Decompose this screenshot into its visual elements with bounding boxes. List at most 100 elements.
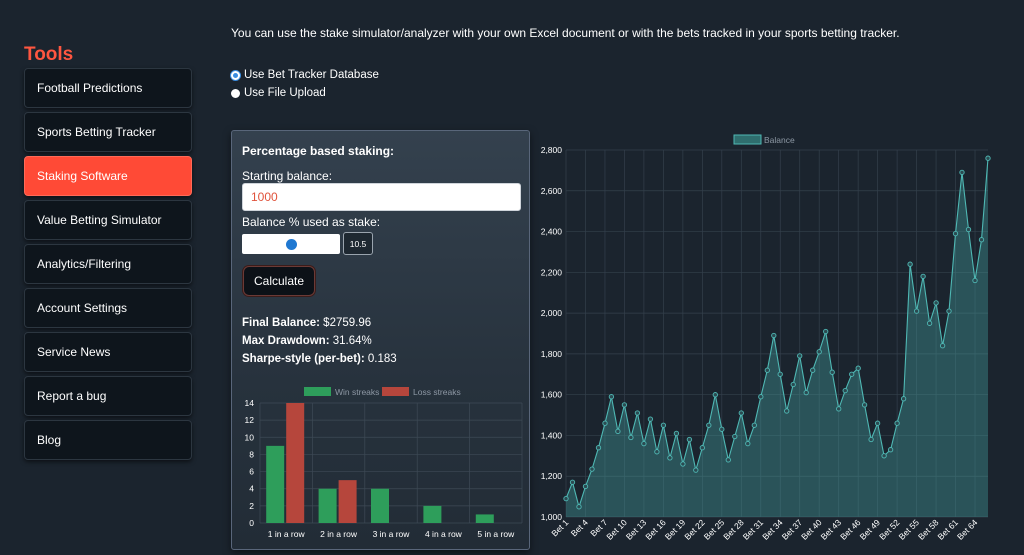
sidebar-item-staking-software[interactable]: Staking Software bbox=[24, 156, 192, 196]
sidebar-item-label: Sports Betting Tracker bbox=[37, 125, 156, 139]
sidebar-item-label: Value Betting Simulator bbox=[37, 213, 162, 227]
y-tick-label: 2,800 bbox=[541, 145, 563, 155]
radio-button-checked[interactable] bbox=[231, 70, 240, 80]
stake-percent-label: Balance % used as stake: bbox=[242, 215, 381, 229]
win-streak-bar bbox=[266, 445, 285, 523]
radio-button[interactable] bbox=[231, 88, 240, 98]
x-tick-label: Bet 4 bbox=[569, 517, 590, 538]
balance-point bbox=[634, 410, 641, 416]
staking-panel: Percentage based staking: Starting balan… bbox=[231, 130, 530, 550]
max-drawdown-stat: Max Drawdown: 31.64% bbox=[242, 335, 372, 347]
balance-point bbox=[712, 392, 718, 398]
sidebar-item-label: Report a bug bbox=[37, 389, 107, 403]
sidebar-item-label: Analytics/Filtering bbox=[37, 257, 132, 271]
calculate-button[interactable]: Calculate bbox=[243, 266, 315, 296]
y-tick-label: 1,800 bbox=[541, 349, 563, 359]
loss-streak-bar bbox=[338, 480, 357, 523]
streak-bar-chart: Win streaks Loss streaks 0 2 4 6 8 10 12 14 1 in a… bbox=[245, 387, 523, 539]
balance-point bbox=[900, 396, 907, 402]
sidebar-item-football-predictions[interactable]: Football Predictions bbox=[24, 68, 192, 108]
balance-point bbox=[693, 467, 699, 473]
x-tick-label: 4 in a row bbox=[425, 529, 463, 539]
legend-label: Loss streaks bbox=[413, 387, 461, 397]
balance-point bbox=[771, 332, 777, 339]
slider-thumb[interactable] bbox=[285, 239, 297, 250]
y-tick-label: 1,200 bbox=[541, 471, 563, 481]
balance-point bbox=[725, 457, 731, 463]
balance-point bbox=[810, 367, 816, 373]
intro-text: You can use the stake simulator/analyzer… bbox=[231, 26, 900, 40]
y-tick-label: 2,000 bbox=[541, 308, 563, 318]
balance-point bbox=[985, 155, 991, 161]
sidebar-item-service-news[interactable]: Service News bbox=[24, 332, 192, 372]
balance-point bbox=[797, 353, 803, 359]
balance-point bbox=[946, 308, 952, 314]
y-tick-label: 0 bbox=[249, 518, 254, 528]
radio-bet-tracker-database[interactable]: Use Bet Tracker Database bbox=[231, 66, 379, 84]
radio-file-upload[interactable]: Use File Upload bbox=[231, 84, 379, 102]
sidebar-item-blog[interactable]: Blog bbox=[24, 420, 192, 460]
y-tick-label: 2 bbox=[249, 501, 254, 511]
sidebar-item-account-settings[interactable]: Account Settings bbox=[24, 288, 192, 328]
max-drawdown-value: 31.64% bbox=[332, 335, 372, 347]
y-tick-label: 1,600 bbox=[541, 390, 563, 400]
sidebar-item-analytics-filtering[interactable]: Analytics/Filtering bbox=[24, 244, 192, 284]
panel-heading: Percentage based staking: bbox=[242, 144, 395, 158]
balance-point bbox=[952, 230, 959, 237]
balance-point bbox=[751, 422, 757, 428]
x-tick-label: Bet 58 bbox=[916, 517, 941, 542]
sidebar-item-label: Account Settings bbox=[37, 301, 128, 315]
starting-balance-input[interactable]: 1000 bbox=[242, 183, 521, 211]
x-tick-label: 1 in a row bbox=[268, 529, 306, 539]
balance-point bbox=[861, 402, 868, 408]
balance-point bbox=[628, 434, 634, 441]
x-tick-label: 5 in a row bbox=[477, 529, 515, 539]
balance-point bbox=[868, 436, 874, 443]
balance-point bbox=[660, 422, 667, 428]
legend-swatch-win bbox=[304, 387, 331, 396]
x-tick-label: Bet 46 bbox=[838, 517, 863, 542]
final-balance-stat: Final Balance: $2759.96 bbox=[242, 317, 371, 329]
sidebar-item-value-betting-simulator[interactable]: Value Betting Simulator bbox=[24, 200, 192, 240]
data-source-radio-group: Use Bet Tracker Database Use File Upload bbox=[231, 66, 379, 102]
sidebar-item-sports-betting-tracker[interactable]: Sports Betting Tracker bbox=[24, 112, 192, 152]
sidebar-item-label: Football Predictions bbox=[37, 81, 143, 95]
x-tick-label: Bet 61 bbox=[936, 517, 961, 542]
x-tick-label: Bet 25 bbox=[702, 517, 727, 542]
sharpe-label: Sharpe-style (per-bet): bbox=[242, 353, 365, 365]
sidebar-item-report-a-bug[interactable]: Report a bug bbox=[24, 376, 192, 416]
balance-point bbox=[874, 420, 881, 426]
x-tick-label: Bet 34 bbox=[760, 517, 785, 542]
x-tick-label: Bet 10 bbox=[604, 517, 629, 542]
balance-point bbox=[972, 277, 978, 284]
x-tick-label: Bet 31 bbox=[741, 517, 766, 542]
final-balance-value: $2759.96 bbox=[323, 317, 372, 329]
balance-point bbox=[745, 440, 751, 447]
x-tick-label: Bet 16 bbox=[643, 517, 668, 542]
x-tick-label: Bet 22 bbox=[682, 517, 707, 542]
balance-point bbox=[595, 445, 602, 451]
balance-area-fill bbox=[566, 158, 988, 517]
max-drawdown-label: Max Drawdown: bbox=[242, 335, 330, 347]
sidebar-item-label: Staking Software bbox=[37, 169, 128, 183]
balance-point bbox=[732, 433, 738, 440]
win-streak-bar bbox=[475, 514, 494, 523]
balance-point bbox=[667, 455, 673, 461]
legend-label: Win streaks bbox=[335, 387, 379, 397]
y-tick-label: 1,400 bbox=[541, 430, 563, 440]
y-tick-label: 14 bbox=[245, 398, 255, 408]
stake-percent-value[interactable]: 10.5 bbox=[343, 232, 373, 255]
y-tick-label: 6 bbox=[249, 467, 254, 477]
stake-percent-slider[interactable] bbox=[242, 234, 340, 254]
y-tick-label: 4 bbox=[249, 484, 254, 494]
balance-point bbox=[621, 402, 628, 408]
balance-point bbox=[706, 422, 712, 428]
y-tick-label: 2,200 bbox=[541, 267, 563, 277]
balance-point bbox=[959, 169, 965, 176]
x-tick-label: Bet 52 bbox=[877, 517, 902, 542]
balance-point bbox=[777, 371, 783, 377]
balance-point bbox=[939, 343, 946, 349]
y-tick-label: 10 bbox=[245, 432, 255, 442]
sidebar-item-label: Blog bbox=[37, 433, 62, 447]
balance-point bbox=[894, 420, 900, 426]
